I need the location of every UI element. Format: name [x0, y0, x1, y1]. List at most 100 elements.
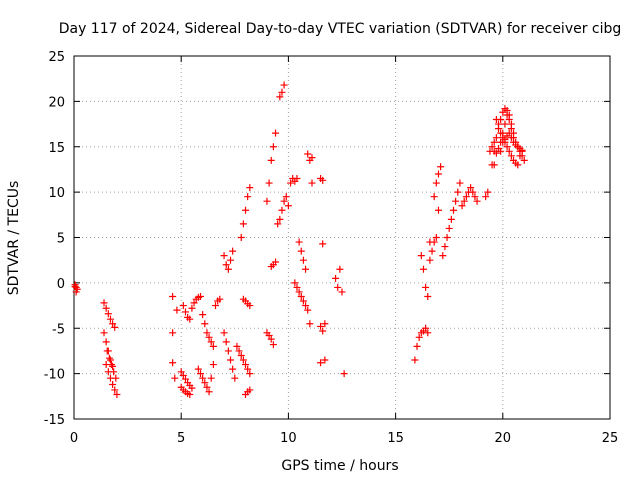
data-point — [229, 365, 237, 373]
data-point — [169, 329, 177, 337]
data-point — [507, 152, 515, 160]
data-point — [336, 265, 344, 273]
data-point — [503, 143, 511, 151]
data-point — [447, 215, 455, 223]
data-point — [304, 150, 312, 158]
data-point — [469, 188, 477, 196]
y-tick-label: 25 — [48, 50, 65, 65]
data-point — [516, 152, 524, 160]
data-point — [100, 329, 108, 337]
data-point — [520, 156, 528, 164]
data-point — [284, 202, 292, 210]
x-tick-label: 25 — [602, 431, 619, 446]
data-point — [471, 193, 479, 201]
grid-lines — [74, 56, 610, 419]
data-point — [505, 147, 513, 155]
x-tick-label: 15 — [387, 431, 404, 446]
data-point — [108, 361, 116, 369]
data-point — [413, 342, 421, 350]
data-point — [194, 365, 202, 373]
data-point — [186, 315, 194, 323]
data-point — [287, 179, 295, 187]
data-point — [201, 379, 209, 387]
data-point — [495, 120, 503, 128]
data-point — [188, 384, 196, 392]
data-point — [317, 322, 325, 330]
y-axis-label: SDTVAR / TECUs — [6, 181, 22, 296]
data-point — [110, 368, 118, 376]
data-point — [171, 374, 179, 382]
data-point — [458, 202, 466, 210]
data-point — [317, 359, 325, 367]
data-point — [237, 351, 245, 359]
data-point — [188, 304, 196, 312]
data-point — [417, 252, 425, 260]
data-point — [462, 193, 470, 201]
data-point — [235, 347, 243, 355]
data-point — [224, 265, 232, 273]
data-point — [426, 256, 434, 264]
data-point — [443, 234, 451, 241]
data-point — [72, 288, 80, 296]
data-point — [456, 179, 464, 187]
data-point — [181, 308, 189, 316]
data-point — [449, 206, 457, 214]
x-tick-label: 0 — [70, 431, 78, 446]
data-point — [432, 234, 440, 241]
data-point — [306, 320, 314, 328]
data-point — [295, 288, 303, 296]
data-point — [424, 292, 432, 300]
data-point — [441, 243, 449, 251]
data-point — [269, 143, 277, 151]
data-point — [276, 215, 284, 223]
data-point — [505, 116, 513, 124]
data-point — [177, 368, 185, 376]
data-point — [104, 310, 112, 318]
data-point — [492, 149, 500, 157]
data-point — [334, 283, 342, 291]
data-point — [169, 359, 177, 367]
data-point — [231, 374, 239, 382]
y-tick-label: 15 — [48, 141, 65, 156]
data-point — [181, 375, 189, 383]
data-point — [169, 292, 177, 300]
data-point — [432, 179, 440, 187]
data-point — [109, 320, 117, 328]
data-point — [186, 390, 194, 398]
data-point — [278, 88, 286, 96]
data-point — [518, 146, 526, 154]
x-tick-label: 10 — [280, 431, 297, 446]
data-point — [222, 338, 230, 346]
data-point — [505, 129, 513, 137]
data-point — [199, 311, 207, 319]
data-point — [274, 220, 282, 228]
data-point — [297, 247, 305, 255]
data-point — [295, 238, 303, 246]
data-point — [242, 206, 250, 214]
data-point — [430, 238, 438, 246]
data-point — [460, 197, 468, 205]
data-point — [306, 156, 314, 164]
data-point — [454, 188, 462, 196]
data-point — [229, 247, 237, 255]
data-point — [239, 356, 247, 364]
data-point — [302, 302, 310, 310]
data-point — [319, 176, 327, 184]
y-tick-label: 5 — [57, 232, 65, 247]
data-point — [467, 184, 475, 192]
data-point — [319, 240, 327, 248]
data-point — [102, 304, 110, 312]
data-point — [280, 197, 288, 205]
data-point — [338, 288, 346, 296]
data-point — [321, 356, 329, 364]
data-point — [501, 135, 509, 143]
data-point — [280, 81, 288, 89]
data-point — [205, 388, 213, 396]
data-point — [293, 175, 301, 183]
data-point — [428, 247, 436, 255]
data-point — [510, 134, 518, 142]
data-point — [224, 347, 232, 355]
data-point — [267, 156, 275, 164]
data-point — [278, 206, 286, 214]
data-point — [209, 342, 217, 350]
